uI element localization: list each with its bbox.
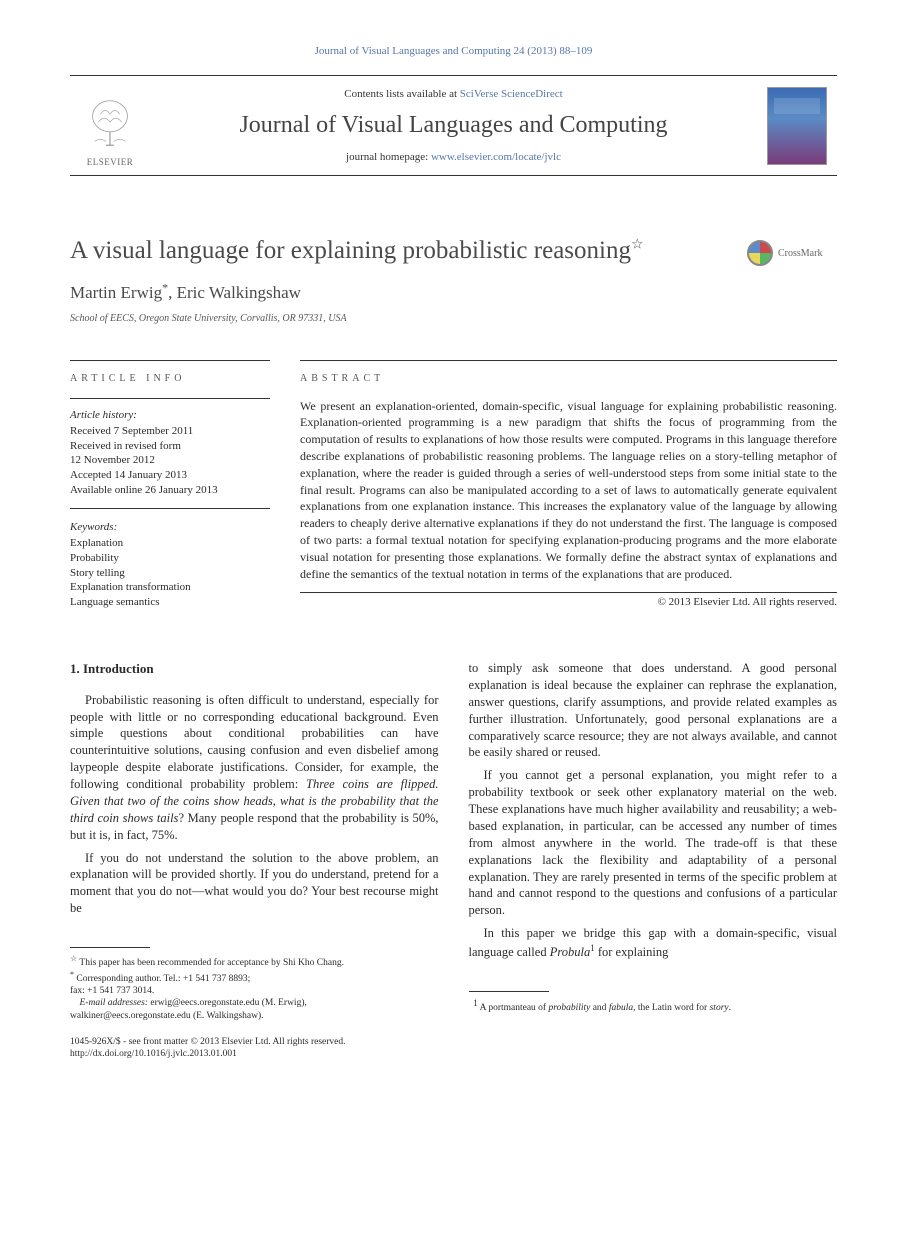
- abstract-column: abstract We present an explanation-orien…: [300, 360, 837, 610]
- keyword-3: Explanation transformation: [70, 580, 270, 595]
- title-footnote-marker: ☆: [631, 238, 644, 253]
- intro-paragraph-4: If you cannot get a personal explanation…: [469, 767, 838, 919]
- intro-paragraph-5: In this paper we bridge this gap with a …: [469, 925, 838, 961]
- crossmark-label: CrossMark: [778, 248, 822, 259]
- homepage-link[interactable]: www.elsevier.com/locate/jvlc: [431, 151, 561, 163]
- crossmark-icon: [747, 240, 773, 266]
- article-info-heading: article info: [70, 373, 270, 384]
- article-title: A visual language for explaining probabi…: [70, 236, 837, 266]
- footnote-rule-left: [70, 947, 150, 948]
- history-label: Article history:: [70, 409, 270, 421]
- history-line-3: Accepted 14 January 2013: [70, 468, 270, 483]
- body-column-right: to simply ask someone that does understa…: [469, 660, 838, 1061]
- section-1-heading: 1. Introduction: [70, 660, 439, 678]
- contents-prefix: Contents lists available at: [344, 88, 459, 100]
- history-line-2: 12 November 2012: [70, 453, 270, 468]
- footnote-rule-right: [469, 991, 549, 992]
- info-abstract-row: article info Article history: Received 7…: [70, 360, 837, 610]
- keyword-0: Explanation: [70, 536, 270, 551]
- authors-line: Martin Erwig*, Eric Walkingshaw: [70, 280, 837, 303]
- elsevier-tree-icon: [81, 95, 139, 153]
- authors-text: Martin Erwig*, Eric Walkingshaw: [70, 283, 301, 302]
- footnote-1: 1 A portmanteau of probability and fabul…: [469, 998, 838, 1015]
- copyright-line: © 2013 Elsevier Ltd. All rights reserved…: [300, 596, 837, 608]
- homepage-prefix: journal homepage:: [346, 151, 431, 163]
- footnote-emails: E-mail addresses: erwig@eecs.oregonstate…: [70, 997, 439, 1009]
- footnote-emails-b: walkiner@eecs.oregonstate.edu (E. Walkin…: [70, 1010, 439, 1022]
- keyword-2: Story telling: [70, 566, 270, 581]
- footnote-corresponding: * Corresponding author. Tel.: +1 541 737…: [70, 970, 439, 986]
- title-text: A visual language for explaining probabi…: [70, 237, 631, 264]
- keyword-4: Language semantics: [70, 595, 270, 610]
- contents-available-line: Contents lists available at SciVerse Sci…: [160, 88, 747, 100]
- journal-title: Journal of Visual Languages and Computin…: [160, 112, 747, 139]
- body-columns: 1. Introduction Probabilistic reasoning …: [70, 660, 837, 1061]
- page-container: Journal of Visual Languages and Computin…: [0, 0, 907, 1101]
- journal-reference: Journal of Visual Languages and Computin…: [70, 45, 837, 57]
- publisher-name: ELSEVIER: [87, 157, 134, 167]
- sciencedirect-link[interactable]: SciVerse ScienceDirect: [460, 88, 563, 100]
- history-line-0: Received 7 September 2011: [70, 424, 270, 439]
- history-line-1: Received in revised form: [70, 439, 270, 454]
- doi-line-2: http://dx.doi.org/10.1016/j.jvlc.2013.01…: [70, 1048, 439, 1060]
- intro-paragraph-3: to simply ask someone that does understa…: [469, 660, 838, 761]
- abstract-text: We present an explanation-oriented, doma…: [300, 398, 837, 594]
- masthead: ELSEVIER Contents lists available at Sci…: [70, 75, 837, 176]
- doi-block: 1045-926X/$ - see front matter © 2013 El…: [70, 1036, 439, 1061]
- intro-paragraph-2: If you do not understand the solution to…: [70, 850, 439, 918]
- info-divider-top: [70, 398, 270, 399]
- info-divider-mid: [70, 508, 270, 509]
- keywords-label: Keywords:: [70, 521, 270, 533]
- history-line-4: Available online 26 January 2013: [70, 483, 270, 498]
- body-column-left: 1. Introduction Probabilistic reasoning …: [70, 660, 439, 1061]
- masthead-center: Contents lists available at SciVerse Sci…: [150, 76, 757, 175]
- cover-thumb-block: [757, 76, 837, 175]
- footnote-fax: fax: +1 541 737 3014.: [70, 985, 439, 997]
- keyword-1: Probability: [70, 551, 270, 566]
- doi-line-1: 1045-926X/$ - see front matter © 2013 El…: [70, 1036, 439, 1048]
- crossmark-badge[interactable]: CrossMark: [747, 238, 837, 268]
- intro-paragraph-1: Probabilistic reasoning is often difficu…: [70, 692, 439, 844]
- homepage-line: journal homepage: www.elsevier.com/locat…: [160, 151, 747, 163]
- abstract-heading: abstract: [300, 373, 837, 384]
- footnote-star: ☆ This paper has been recommended for ac…: [70, 954, 439, 970]
- article-info-column: article info Article history: Received 7…: [70, 360, 270, 610]
- journal-cover-icon: [767, 87, 827, 165]
- affiliation: School of EECS, Oregon State University,…: [70, 313, 837, 324]
- publisher-block: ELSEVIER: [70, 76, 150, 175]
